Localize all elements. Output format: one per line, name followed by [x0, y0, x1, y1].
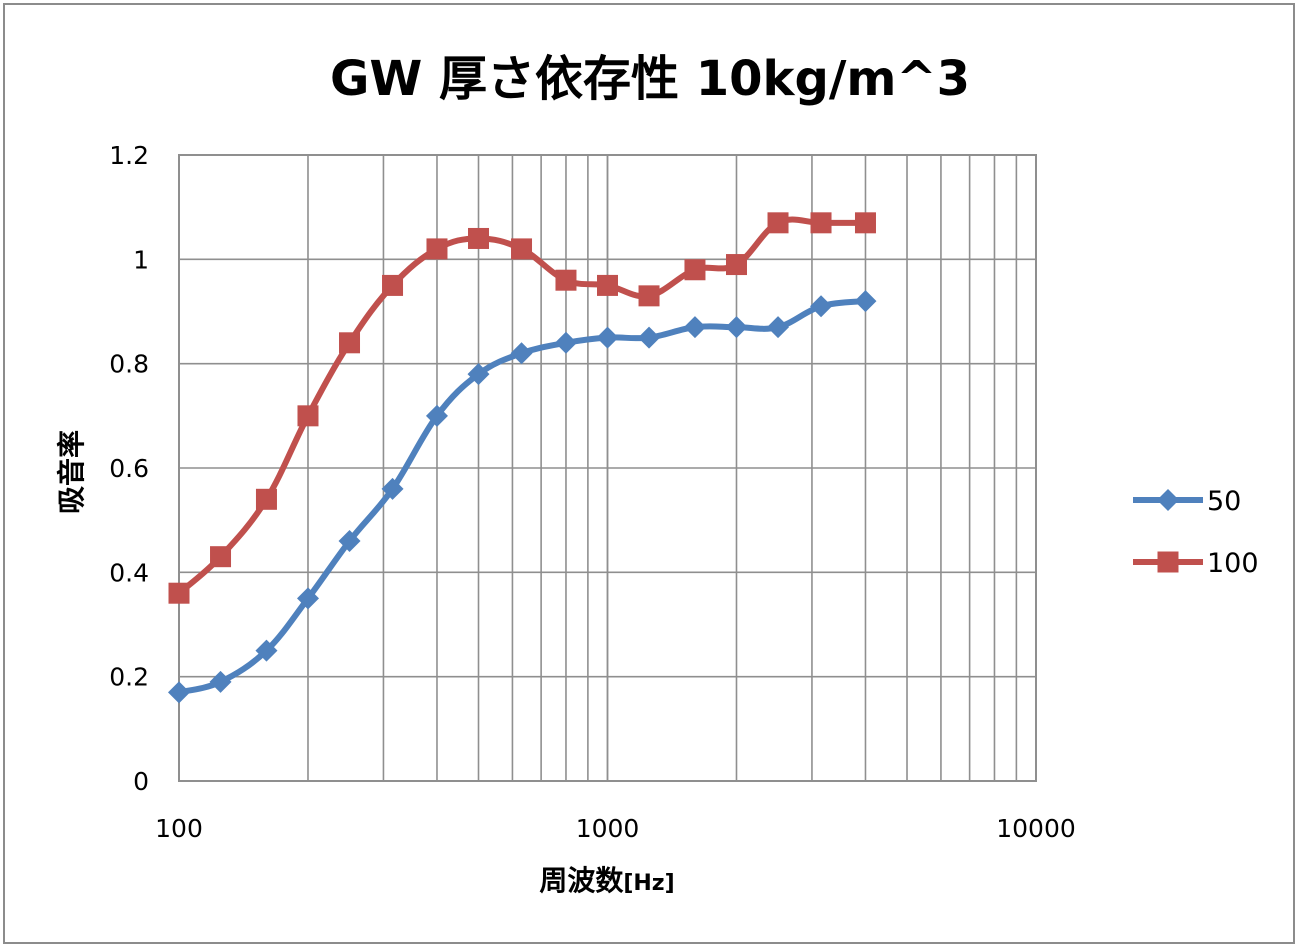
- data-point: [854, 212, 876, 234]
- x-axis-label: 周波数[Hz]: [539, 864, 674, 897]
- y-tick-label: 1: [133, 245, 149, 274]
- data-point: [767, 212, 789, 234]
- data-point: [339, 332, 361, 354]
- y-tick-label: 0.6: [109, 454, 149, 483]
- chart-frame: GW 厚さ依存性 10kg/m^3 0 0.2 0.4 0.6 0.8 1 1.2 100 10…: [3, 3, 1295, 944]
- data-point: [296, 587, 319, 610]
- data-point: [683, 316, 706, 339]
- data-point: [638, 326, 661, 349]
- data-point: [554, 331, 577, 354]
- data-point: [468, 227, 490, 249]
- y-tick-label: 1.2: [109, 141, 149, 170]
- data-point: [255, 639, 278, 662]
- data-point: [510, 342, 533, 365]
- data-point: [638, 285, 660, 307]
- data-point: [810, 212, 832, 234]
- data-point: [381, 477, 404, 500]
- data-point: [168, 681, 190, 704]
- data-point: [425, 404, 448, 427]
- data-point: [168, 582, 190, 604]
- data-point: [596, 326, 619, 349]
- plot-area-border: [178, 154, 1037, 782]
- x-axis-label-unit: [Hz]: [623, 871, 674, 896]
- y-tick-label: 0.8: [109, 350, 149, 379]
- chart-title: GW 厚さ依存性 10kg/m^3: [330, 51, 970, 107]
- data-point: [597, 274, 618, 296]
- data-point: [725, 316, 748, 339]
- data-point: [725, 254, 747, 276]
- series-50: [168, 290, 877, 704]
- y-tick-label: 0.2: [109, 663, 149, 692]
- data-point: [338, 530, 361, 553]
- data-point: [767, 316, 790, 339]
- data-point: [810, 295, 833, 318]
- legend: 50 100: [1133, 486, 1259, 579]
- data-point: [382, 274, 404, 296]
- data-point: [426, 238, 448, 260]
- x-tick-label: 100: [155, 814, 203, 843]
- legend-marker: [1157, 551, 1179, 573]
- legend-label: 50: [1207, 486, 1241, 517]
- grid: [178, 154, 1037, 782]
- tick-labels: 0 0.2 0.4 0.6 0.8 1 1.2 100 1000 10000: [109, 141, 1076, 843]
- data-point: [297, 405, 319, 427]
- data-point: [467, 363, 490, 386]
- x-tick-label: 1000: [576, 814, 640, 843]
- x-axis-label-main: 周波数: [539, 864, 624, 897]
- y-axis-label: 吸音率: [55, 430, 88, 514]
- legend-label: 100: [1207, 548, 1259, 579]
- data-point: [209, 670, 232, 693]
- series-line: [176, 216, 869, 597]
- data-point: [210, 546, 232, 568]
- data-point: [684, 259, 706, 281]
- series-100: [168, 212, 876, 604]
- data-point: [854, 290, 877, 313]
- legend-marker: [1157, 489, 1179, 511]
- legend-item: 50: [1133, 486, 1241, 517]
- chart-svg: GW 厚さ依存性 10kg/m^3 0 0.2 0.4 0.6 0.8 1 1.2 100 10…: [55, 51, 1259, 897]
- data-point: [511, 238, 533, 260]
- data-point: [255, 488, 277, 510]
- legend-item: 100: [1133, 548, 1259, 579]
- y-tick-label: 0: [133, 767, 149, 796]
- data-point: [555, 269, 577, 291]
- x-tick-label: 10000: [996, 814, 1076, 843]
- y-tick-label: 0.4: [109, 558, 149, 587]
- series-layer: [168, 212, 877, 704]
